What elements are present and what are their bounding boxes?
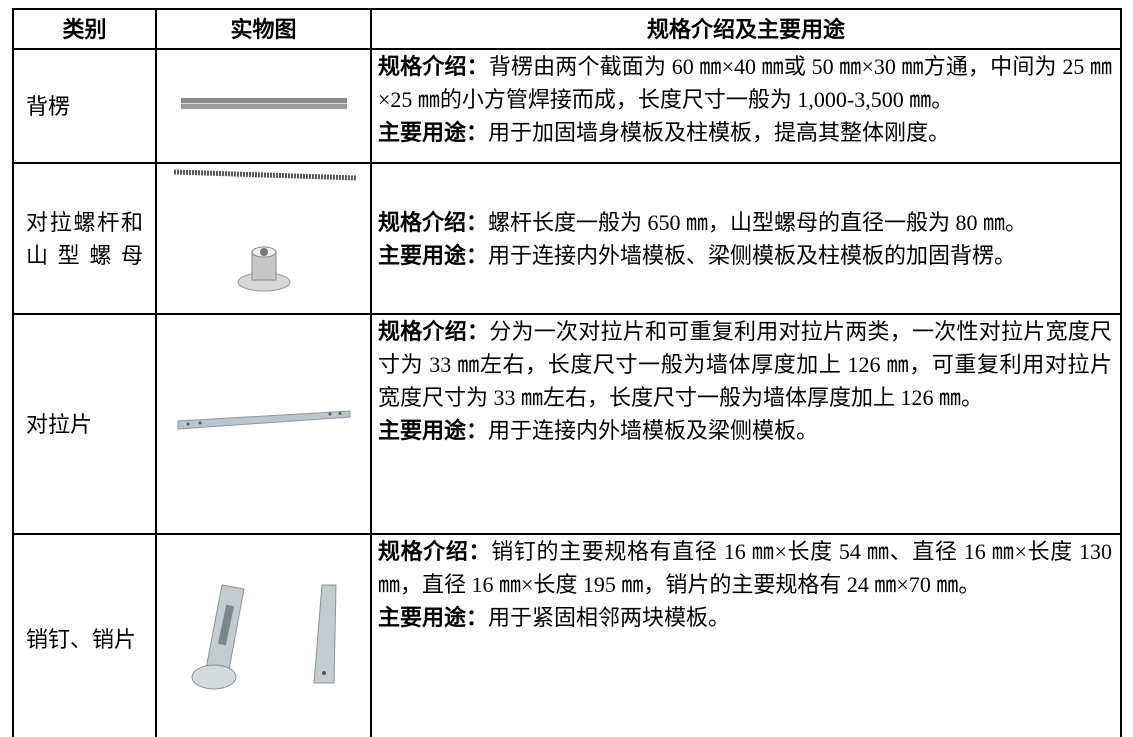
use-label: 主要用途： [378,120,489,145]
category: 背楞 [12,48,157,164]
spec-cell: 规格介绍：螺杆长度一般为 650 ㎜，山型螺母的直径一般为 80 ㎜。主要用途：… [370,162,1122,315]
tie-image [177,409,350,430]
spec-cell: 规格介绍：销钉的主要规格有直径 16 ㎜×长度 54 ㎜、直径 16 ㎜×长度 … [370,533,1122,737]
header-cell: 规格介绍及主要用途 [370,8,1122,50]
pin-image [191,584,337,690]
category: 对拉螺杆和山型螺母 [12,162,157,315]
use-text: 用于连接内外墙模板、梁侧模板及柱模板的加固背楞。 [488,242,1017,268]
image-cell [155,162,372,315]
spec-text: 分为一次对拉片和可重复利用对拉片两类，一次性对拉片宽度尺寸为 33 ㎜左右，长度… [378,319,1112,410]
use-label: 主要用途： [378,242,489,268]
spec-cell: 规格介绍：分为一次对拉片和可重复利用对拉片两类，一次性对拉片宽度尺寸为 33 ㎜… [370,313,1122,535]
header-row: 类别 实物图 规格介绍及主要用途 [12,8,1122,50]
image-cell [155,48,372,164]
beam-image [180,97,347,109]
row: 对拉片 规格介绍：分为一次对拉片和可重复利用对拉片两类，一次性对拉片宽度尺寸为 … [12,313,1122,535]
spec-label: 规格介绍： [378,54,489,79]
row: 对拉螺杆和山型螺母 规格介绍：螺杆长度一般为 650 ㎜，山型螺母的直径一般为 … [12,162,1122,315]
spec-text: 背楞由两个截面为 60 ㎜×40 ㎜或 50 ㎜×30 ㎜方通，中间为 25 ㎜… [378,54,1112,112]
header-cell: 实物图 [155,8,372,50]
image-cell [155,313,372,535]
spec-text: 螺杆长度一般为 650 ㎜，山型螺母的直径一般为 80 ㎜。 [488,209,1028,235]
row: 销钉、销片 规格介绍：销钉的主要规格有直径 16 ㎜×长度 54 ㎜、直径 16… [12,533,1122,737]
spec-text: 销钉的主要规格有直径 16 ㎜×长度 54 ㎜、直径 16 ㎜×长度 130 ㎜… [378,539,1112,597]
use-text: 用于加固墙身模板及柱模板，提高其整体刚度。 [488,120,951,145]
category: 销钉、销片 [12,533,157,737]
use-text: 用于连接内外墙模板及梁侧模板。 [488,418,819,443]
spec-label: 规格介绍： [378,209,489,235]
spec-cell: 规格介绍：背楞由两个截面为 60 ㎜×40 ㎜或 50 ㎜×30 ㎜方通，中间为… [370,48,1122,164]
spec-label: 规格介绍： [378,539,492,564]
use-label: 主要用途： [378,605,489,630]
category: 对拉片 [12,313,157,535]
row: 背楞 规格介绍：背楞由两个截面为 60 ㎜×40 ㎜或 50 ㎜×30 ㎜方通，… [12,48,1122,164]
use-label: 主要用途： [378,418,489,443]
spec-table: 类别 实物图 规格介绍及主要用途 背楞 规格介绍：背楞由两个截面为 60 ㎜×4… [12,8,1122,737]
bolt-image [173,169,356,292]
spec-label: 规格介绍： [378,319,490,344]
use-text: 用于紧固相邻两块模板。 [488,605,731,630]
image-cell [155,533,372,737]
header-cell: 类别 [12,8,157,50]
